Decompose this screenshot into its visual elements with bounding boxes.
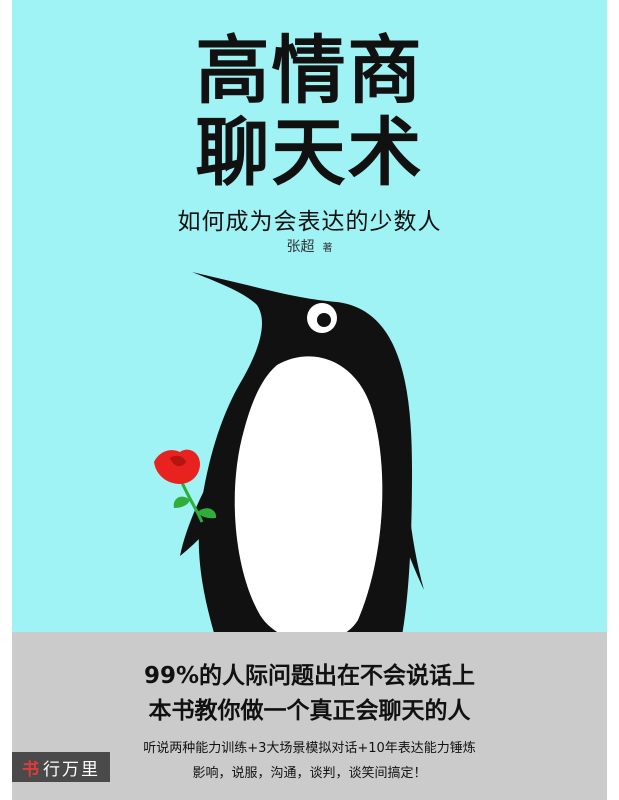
penguin-illustration (154, 272, 424, 660)
watermark-badge: 书行万里 (12, 752, 110, 782)
rose-leaf (173, 496, 190, 508)
book-subtitle: 如何成为会表达的少数人 (177, 209, 442, 235)
watermark-text: 行万里 (43, 759, 100, 780)
penguin-right-flipper (388, 430, 424, 590)
penguin-left-flipper (180, 430, 250, 556)
book-title-line1: 高情商 (195, 28, 424, 114)
blurb-line2: 影响，说服，沟通，谈判，谈笑间搞定！ (192, 766, 427, 781)
blurb-line1: 听说两种能力训练+3大场景模拟对话+10年表达能力锤炼 (143, 741, 476, 756)
watermark-mark: 书 (22, 759, 41, 780)
author-line: 张超著 (12, 236, 607, 256)
author-role: 著 (322, 243, 333, 254)
penguin-pupil (317, 313, 331, 327)
penguin-belly (234, 356, 383, 642)
rose-flower (154, 449, 200, 484)
author-name: 张超 (286, 239, 315, 255)
tagline-line1: 99%的人际问题出在不会说话上 (143, 663, 476, 689)
tagline-band (12, 632, 607, 800)
rose-leaf (197, 508, 217, 519)
tagline-line2: 本书教你做一个真正会聊天的人 (148, 698, 471, 724)
book-cover: 高情商 聊天术 如何成为会表达的少数人 张超著 99%的人际问题出在不会说话上 … (12, 0, 607, 800)
book-title-line2: 聊天术 (195, 110, 424, 196)
